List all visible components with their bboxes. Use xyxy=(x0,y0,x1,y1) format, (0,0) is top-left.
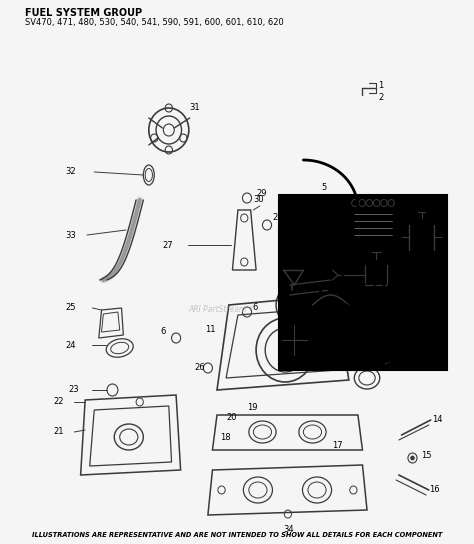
Text: 5: 5 xyxy=(321,183,327,193)
Text: CLICK: CLICK xyxy=(320,256,365,270)
Text: FUEL SYSTEM GROUP: FUEL SYSTEM GROUP xyxy=(25,8,142,18)
Text: ILLUSTRATIONS ARE REPRESENTATIVE AND ARE NOT INTENDED TO SHOW ALL DETAILS FOR EA: ILLUSTRATIONS ARE REPRESENTATIVE AND ARE… xyxy=(32,532,442,538)
Text: 7: 7 xyxy=(301,263,307,273)
Text: ARI PartStream™: ARI PartStream™ xyxy=(189,306,255,314)
Text: 2: 2 xyxy=(378,94,383,102)
Text: 31: 31 xyxy=(190,103,201,113)
Text: 24: 24 xyxy=(65,341,76,349)
Text: 26: 26 xyxy=(194,363,205,373)
Text: 21: 21 xyxy=(54,428,64,436)
Text: REPAIR KITS: REPAIR KITS xyxy=(314,343,410,357)
Text: 6: 6 xyxy=(253,304,258,312)
Text: 8: 8 xyxy=(344,306,350,314)
Bar xyxy=(310,270,323,282)
Text: 10: 10 xyxy=(347,336,357,344)
Text: 14: 14 xyxy=(432,416,443,424)
Text: 25: 25 xyxy=(65,304,76,312)
Text: 27: 27 xyxy=(163,240,173,250)
Text: 6: 6 xyxy=(392,263,398,273)
Bar xyxy=(279,195,447,370)
Text: 16: 16 xyxy=(429,485,439,494)
Text: PARTS LIST: PARTS LIST xyxy=(319,282,407,296)
Text: 3: 3 xyxy=(438,220,443,230)
Text: 9: 9 xyxy=(344,316,349,325)
Text: 34: 34 xyxy=(283,526,294,535)
Text: 4: 4 xyxy=(438,244,443,252)
Text: 23: 23 xyxy=(69,386,80,394)
Text: 12: 12 xyxy=(335,363,346,373)
Text: 20: 20 xyxy=(226,413,237,423)
Text: 30: 30 xyxy=(254,195,264,205)
Text: 13: 13 xyxy=(385,357,396,367)
Text: 6: 6 xyxy=(161,327,166,337)
Text: 32: 32 xyxy=(65,168,76,176)
Text: SV470, 471, 480, 530, 540, 541, 590, 591, 600, 601, 610, 620: SV470, 471, 480, 530, 540, 541, 590, 591… xyxy=(25,18,284,27)
Text: 17: 17 xyxy=(332,441,343,449)
Text: 15: 15 xyxy=(421,450,432,460)
Text: IN: IN xyxy=(389,256,405,270)
Text: 28: 28 xyxy=(273,213,283,222)
Text: 33: 33 xyxy=(65,231,76,239)
Text: 18: 18 xyxy=(220,434,230,442)
Text: 6: 6 xyxy=(346,257,352,267)
Text: CARBURETOR: CARBURETOR xyxy=(310,323,416,337)
Text: 1: 1 xyxy=(378,81,383,90)
Text: 8: 8 xyxy=(340,275,345,285)
Text: TO VIEW: TO VIEW xyxy=(329,302,396,316)
Text: 22: 22 xyxy=(54,398,64,406)
Text: 8: 8 xyxy=(340,290,345,300)
Text: 19: 19 xyxy=(247,404,257,412)
Circle shape xyxy=(410,456,414,460)
Text: 29: 29 xyxy=(256,189,266,199)
Text: 11: 11 xyxy=(205,325,216,335)
Bar xyxy=(350,206,396,244)
